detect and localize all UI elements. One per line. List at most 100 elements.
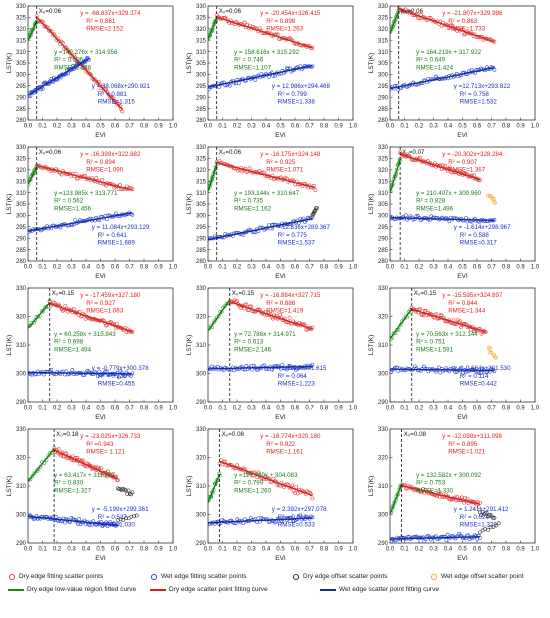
x-tick-label: 0.6 (291, 406, 300, 412)
x-axis-label: EVI (95, 414, 106, 421)
x-tick-label: 0.6 (111, 547, 120, 553)
dry-fit-line (229, 301, 313, 330)
low-rmse: RMSE=1.388 (54, 64, 92, 71)
y-tick-label: 300 (378, 214, 389, 220)
legend-item: Wet edge offset scatter point (430, 571, 524, 582)
wet-point (113, 211, 118, 216)
x-tick-label: 0.3 (67, 265, 76, 271)
wet-point (256, 516, 261, 521)
x-tick-label: 0.6 (473, 547, 482, 553)
y-tick-label: 280 (378, 118, 389, 124)
dry-equation: y = -68.837x+329.374 (80, 10, 141, 17)
x-tick-label: 1.0 (349, 406, 358, 412)
y-tick-label: 330 (196, 145, 207, 151)
x-tick-label: 0.4 (262, 124, 271, 130)
dry-r2: R² = 0.927 (86, 300, 116, 307)
x-tick-label: 0.2 (53, 406, 62, 412)
y-axis-label: LST(K) (186, 53, 193, 74)
wet-equation: y = 38.068x+290.921 (92, 83, 151, 90)
wet-black-point (124, 516, 128, 521)
x-tick-label: 0.2 (233, 124, 242, 130)
y-axis-label: LST(K) (368, 53, 375, 74)
y-tick-label: 310 (378, 484, 389, 490)
x-tick-label: 0.9 (516, 265, 525, 271)
dry-offset-point (484, 510, 489, 515)
x-tick-label: 0.7 (487, 265, 496, 271)
x-tick-label: 0.5 (276, 406, 285, 412)
y-tick-label: 305 (196, 202, 207, 208)
x-tick-label: 0.2 (53, 547, 62, 553)
wet-fit-line (390, 368, 495, 372)
y-axis-label: LST(K) (368, 194, 375, 215)
wet-point (444, 538, 449, 542)
y-tick-label: 290 (16, 95, 27, 101)
dry-point (270, 316, 275, 321)
dry-rmse: RMSE=1.083 (86, 308, 124, 315)
wet-point (460, 218, 465, 223)
wet-equation: y = -5.199x+299.361 (92, 506, 149, 513)
x-tick-label: 0.9 (334, 124, 343, 130)
y-tick-label: 315 (16, 179, 27, 185)
y-tick-label: 290 (16, 236, 27, 242)
x-tick-label: 0.7 (487, 124, 496, 130)
x-tick-label: 0.1 (38, 124, 47, 130)
wet-point (227, 83, 232, 88)
wet-offset-point (489, 351, 494, 355)
wet-fit-line (390, 66, 495, 90)
x-tick-label: 0.0 (24, 547, 33, 553)
low-fit-line (28, 166, 38, 185)
x-tick-label: 0.3 (429, 406, 438, 412)
wet-fit-line (28, 58, 90, 96)
wet-point (116, 522, 120, 527)
y-tick-label: 320 (196, 315, 207, 321)
legend-label: Wet edge scatter point fitting curve (339, 586, 439, 593)
low-fit-line (208, 473, 221, 504)
low-point (46, 453, 51, 458)
dry-point (290, 483, 295, 488)
dry-point (249, 304, 254, 309)
dry-rmse: RMSE= 1.121 (86, 449, 125, 456)
panel-4: 280 285 290 295 300 305 310 315 320 325 330 0.0 0.1 0… (6, 145, 178, 280)
x-tick-label: 0.6 (291, 265, 300, 271)
low-point (36, 467, 40, 472)
low-fit-line (208, 17, 218, 40)
dry-r2: R² = 0.886 (266, 300, 296, 307)
x0-label: X₀=0.15 (414, 290, 437, 297)
x-tick-label: 0.0 (24, 406, 33, 412)
y-tick-label: 290 (378, 95, 389, 101)
x-tick-label: 0.1 (400, 547, 409, 553)
x-axis-label: EVI (275, 273, 286, 280)
low-equation: y =123.985x + 313.771 (54, 190, 118, 197)
dry-r2: R² = 0.863 (448, 18, 478, 25)
low-fit-line (390, 308, 413, 340)
dry-offset-point (492, 515, 497, 520)
x-tick-label: 0.9 (334, 547, 343, 553)
legend-item: Wet edge scatter point fitting curve (320, 584, 439, 595)
wet-point (39, 84, 44, 89)
plot-area (28, 14, 125, 114)
wet-offset-point (493, 354, 497, 359)
wet-offset-point (492, 199, 497, 204)
dry-point (399, 152, 404, 157)
wet-point (75, 521, 80, 526)
dry-fit-line (411, 308, 486, 333)
x-tick-label: 0.3 (247, 547, 256, 553)
y-tick-label: 320 (16, 315, 27, 321)
y-tick-label: 325 (196, 157, 207, 163)
wet-equation: y = -1.614x+298.967 (454, 224, 511, 231)
low-rmse: RMSE=1.496 (416, 205, 454, 212)
x-tick-label: 0.0 (204, 124, 213, 130)
low-fit-line (28, 448, 55, 482)
y-tick-label: 315 (378, 38, 389, 44)
low-fit-line (28, 302, 51, 329)
y-tick-label: 320 (16, 456, 27, 462)
dry-point (75, 455, 80, 460)
dry-fit-line (398, 8, 495, 43)
y-tick-label: 330 (378, 4, 389, 10)
y-tick-label: 330 (378, 286, 389, 292)
low-equation: y = 70.563x + 312.144 (416, 331, 478, 338)
dry-rmse: RMSE=1.733 (448, 26, 486, 33)
x-tick-label: 0.5 (276, 547, 285, 553)
plot-area (390, 6, 497, 92)
dry-rmse: RMSE=1.419 (266, 308, 304, 315)
